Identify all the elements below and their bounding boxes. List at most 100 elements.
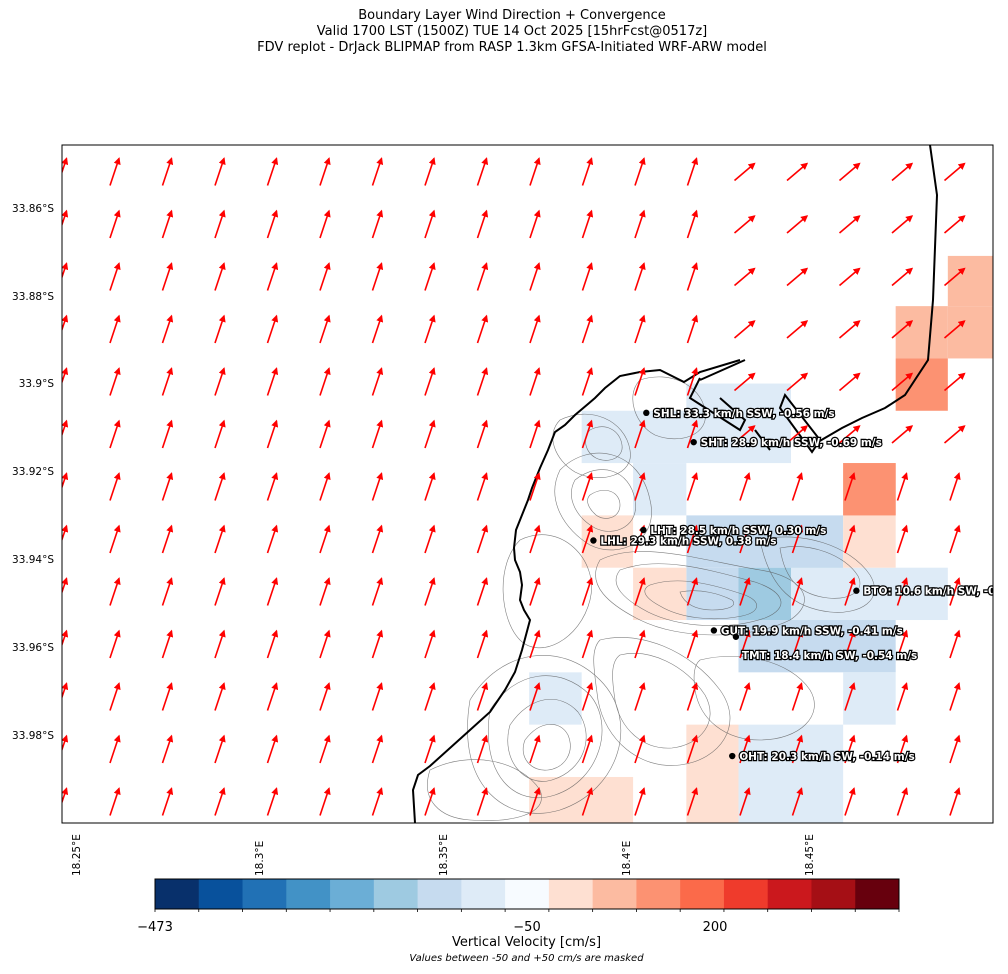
wind-arrow — [634, 472, 646, 501]
colorbar-swatch — [198, 879, 244, 909]
wind-arrow — [733, 320, 756, 339]
wind-arrow — [319, 314, 331, 344]
wind-arrow — [319, 577, 331, 606]
wind-arrow — [896, 524, 909, 554]
wind-arrow — [581, 314, 594, 344]
wind-arrow — [844, 577, 856, 606]
wind-arrow — [214, 734, 226, 764]
wind-arrow — [949, 577, 961, 606]
wind-arrow — [371, 314, 384, 344]
wind-arrow — [214, 472, 226, 501]
wind-arrow — [424, 577, 436, 606]
wind-arrow — [476, 367, 489, 396]
plot-frame — [61, 144, 994, 824]
vertical-velocity-cell — [895, 358, 948, 411]
wind-arrow — [214, 629, 226, 659]
wind-arrow — [371, 734, 384, 764]
wind-arrow — [891, 267, 914, 287]
lat-tick-label: 33.98°S — [12, 730, 54, 742]
wind-arrow — [62, 524, 69, 543]
colorbar-swatch — [592, 879, 637, 909]
wind-arrow — [161, 419, 174, 449]
wind-arrow — [214, 787, 226, 816]
vertical-velocity-cell — [843, 672, 896, 725]
station-dot-gut[interactable] — [710, 627, 718, 634]
wind-arrow — [739, 577, 751, 606]
wind-arrow — [739, 787, 751, 816]
wind-arrow — [266, 734, 279, 764]
wind-vector-field — [62, 157, 966, 816]
wind-arrow — [791, 577, 804, 606]
wind-arrow — [733, 425, 756, 444]
wind-arrow — [786, 215, 809, 234]
station-label-lhl: LHL: 29.3 km/h SSW, 0.38 m/s — [600, 536, 776, 548]
vertical-velocity-cell — [947, 306, 993, 359]
wind-arrow — [109, 787, 121, 816]
vertical-velocity-cell — [843, 515, 896, 568]
station-dot-bto[interactable] — [853, 587, 860, 594]
wind-arrow — [214, 577, 226, 606]
station-dot-lhl[interactable] — [590, 537, 597, 544]
vertical-velocity-cell — [686, 567, 739, 621]
lon-tick-label: 18.4°E — [621, 841, 633, 876]
wind-arrow — [739, 682, 751, 711]
wind-arrow — [319, 209, 331, 239]
wind-arrow — [214, 419, 226, 449]
wind-arrow — [476, 629, 489, 659]
wind-arrow — [371, 524, 384, 554]
wind-arrow — [786, 372, 809, 392]
wind-arrow — [161, 367, 174, 396]
vertical-velocity-cell — [947, 255, 993, 307]
station-dot-lht[interactable] — [640, 526, 647, 534]
wind-arrow — [733, 215, 756, 234]
wind-arrow — [896, 629, 909, 659]
wind-arrow — [266, 524, 279, 554]
wind-arrow — [791, 787, 804, 816]
wind-arrow — [476, 209, 489, 239]
wind-arrow — [266, 419, 279, 449]
wind-arrow — [371, 472, 384, 501]
wind-arrow — [949, 524, 961, 554]
wind-arrow — [476, 577, 489, 606]
map-background — [62, 145, 993, 823]
wind-arrow — [476, 419, 489, 449]
wind-arrow — [943, 215, 966, 234]
wind-arrow — [896, 472, 909, 501]
colorbar-swatch — [548, 879, 594, 909]
latitude-axis: 33.86°S 33.88°S 33.9°S 33.92°S 33.94°S 3… — [12, 203, 54, 742]
wind-arrow — [266, 157, 279, 186]
wind-arrow — [581, 419, 594, 449]
wind-arrow — [844, 524, 856, 554]
wind-arrow — [371, 262, 384, 291]
vertical-velocity-cell — [843, 463, 896, 516]
wind-arrow — [371, 367, 384, 396]
wind-arrow — [161, 157, 174, 186]
wind-arrow — [109, 472, 121, 501]
wind-arrow — [266, 314, 279, 344]
wind-arrow — [529, 682, 541, 711]
wind-arrow — [62, 787, 69, 805]
station-dot-sht[interactable] — [690, 438, 697, 446]
colorbar-frame — [154, 878, 900, 910]
colorbar-swatch — [811, 879, 856, 909]
station-dot-tmt[interactable] — [732, 633, 740, 640]
wind-arrow — [739, 524, 751, 554]
wind-arrow — [214, 524, 226, 554]
station-dot-shl[interactable] — [643, 409, 650, 417]
wind-arrow — [634, 734, 646, 764]
station-dot-oht[interactable] — [729, 752, 736, 760]
vertical-velocity-cell — [895, 306, 948, 359]
wind-arrow — [476, 157, 489, 186]
wind-arrow — [109, 629, 121, 659]
wind-arrow — [891, 372, 914, 392]
wind-arrow — [62, 734, 69, 753]
harbour-breakwater — [688, 359, 822, 454]
station-label-sht: SHT: 28.9 km/h SSW, -0.69 m/s — [701, 437, 882, 449]
wind-arrow — [739, 734, 751, 764]
wind-arrow — [371, 629, 384, 659]
wind-arrow — [424, 734, 436, 764]
wind-arrow — [791, 524, 804, 554]
wind-arrow — [214, 209, 226, 239]
map-plot-area[interactable]: SHL: 33.3 km/h SSW, -0.56 m/s SHT: 28.9 k… — [58, 145, 1008, 823]
wind-arrow — [161, 682, 174, 711]
